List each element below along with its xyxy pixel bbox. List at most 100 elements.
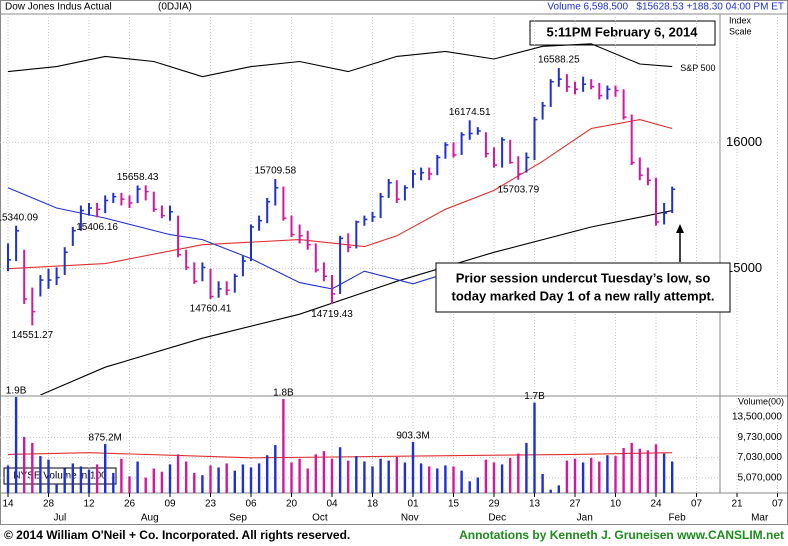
- x-tick-label: 07: [691, 499, 703, 510]
- volume-bar: [14, 397, 18, 493]
- volume-bar: [533, 402, 536, 493]
- volume-bar: [509, 457, 512, 493]
- volume-tick-label: 7,030,000: [738, 452, 783, 463]
- volume-bar: [104, 443, 107, 493]
- volume-bar: [193, 472, 196, 493]
- volume-bar: [55, 483, 58, 493]
- month-label: Feb: [668, 513, 686, 524]
- x-tick-label: 21: [731, 499, 743, 510]
- x-tick-label: 09: [164, 499, 176, 510]
- volume-bar: [565, 460, 569, 493]
- volume-bar: [23, 436, 26, 493]
- x-tick-label: 26: [124, 499, 136, 510]
- volume-bar: [47, 459, 50, 493]
- volume-bar: [136, 461, 139, 493]
- month-label: Sep: [229, 513, 247, 524]
- volume-bar: [395, 456, 398, 493]
- volume-bar: [290, 462, 293, 493]
- volume-label: 903.3M: [396, 431, 429, 442]
- volume-bar: [306, 468, 309, 493]
- callout-box: [435, 262, 731, 313]
- volume-bar: [598, 461, 601, 493]
- month-label: Oct: [312, 513, 328, 524]
- volume-tick-label: 13,500,000: [732, 412, 782, 423]
- volume-bar: [298, 458, 301, 493]
- volume-bar: [160, 471, 164, 493]
- scale-label: Index: [729, 15, 752, 25]
- chart-title: Dow Jones Indus Actual: [5, 2, 112, 13]
- volume-bar: [217, 467, 220, 493]
- x-tick-label: 15: [448, 499, 460, 510]
- x-tick-label: 10: [610, 499, 622, 510]
- volume-bar: [549, 489, 552, 493]
- volume-bar: [201, 475, 204, 493]
- price-label: 15340.09: [0, 212, 39, 223]
- symbol: (0DJIA): [158, 2, 192, 13]
- month-label: Jul: [53, 513, 66, 524]
- overlay: Prior session undercut Tuesday’s low, so…: [435, 224, 731, 313]
- y-tick-label: 15000: [726, 260, 762, 275]
- month-label: Aug: [141, 513, 159, 524]
- volume-bar: [112, 472, 115, 493]
- volume-bar: [152, 468, 155, 493]
- timestamp: 5:11PM February 6, 2014: [546, 24, 698, 39]
- volume-bar: [338, 447, 342, 493]
- price-label: 15406.16: [76, 222, 118, 233]
- volume-bar: [347, 460, 350, 493]
- volume-panel: [6, 397, 674, 493]
- indicator-line: [7, 119, 673, 270]
- volume-bar: [355, 456, 358, 493]
- volume-bar: [614, 456, 617, 493]
- volume-bar: [63, 468, 66, 493]
- volume-bar: [257, 463, 261, 493]
- x-tick-label: 27: [569, 499, 581, 510]
- volume-bar: [436, 468, 439, 493]
- volume-bar: [209, 465, 212, 493]
- volume-bar: [460, 470, 463, 493]
- volume-bar: [79, 466, 83, 493]
- price-label: 15658.43: [117, 172, 159, 183]
- volume-bar: [241, 464, 245, 493]
- volume-bar: [622, 447, 625, 493]
- x-tick-label: 01: [407, 499, 419, 510]
- volume-bar: [581, 462, 585, 493]
- volume-bar: [517, 453, 520, 493]
- volume-label: 875.2M: [89, 433, 122, 444]
- volume-bar: [387, 460, 390, 493]
- volume-bar: [444, 465, 447, 493]
- volume-bar: [671, 461, 674, 493]
- price-label: 14760.41: [190, 304, 232, 315]
- volume-bar: [371, 466, 374, 493]
- volume-bar: [363, 461, 366, 493]
- volume-bar: [71, 463, 74, 493]
- volume-bar: [330, 458, 334, 493]
- price-panel: [7, 43, 676, 395]
- volume-bar: [144, 477, 147, 493]
- volume-bar: [468, 481, 471, 493]
- volume-bar: [249, 467, 253, 493]
- price-label: 15709.58: [254, 166, 296, 177]
- volume-tick-label: 5,070,000: [738, 473, 783, 484]
- x-tick-label: 07: [772, 499, 784, 510]
- volume-label: 1.7B: [524, 391, 545, 402]
- month-label: Jan: [577, 513, 593, 524]
- x-tick-label: 20: [286, 499, 298, 510]
- volume-bar: [646, 450, 650, 493]
- credit: Annotations by Kenneth J. Gruneisen www.…: [459, 528, 784, 542]
- month-label: Dec: [488, 513, 506, 524]
- indicator-line: [7, 43, 673, 78]
- x-tick-label: 14: [2, 499, 14, 510]
- volume-average-line: [7, 452, 673, 459]
- volume-bar: [6, 465, 10, 493]
- volume-bar: [654, 444, 658, 493]
- price-label: 14719.43: [311, 309, 353, 320]
- volume-bar: [573, 458, 577, 493]
- volume-bar: [225, 463, 228, 493]
- x-tick-label: 29: [488, 499, 500, 510]
- x-tick-label: 28: [43, 499, 55, 510]
- volume-bar: [403, 462, 407, 493]
- x-tick-label: 24: [650, 499, 662, 510]
- volume-bar: [266, 455, 269, 493]
- x-tick-label: 12: [83, 499, 95, 510]
